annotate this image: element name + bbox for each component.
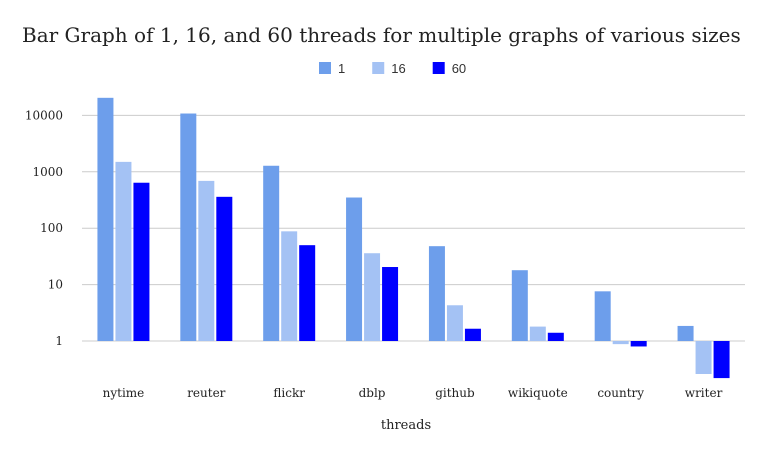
legend-label: 1 (338, 61, 345, 76)
x-tick-label: github (435, 386, 475, 400)
bar-wikiquote-series-1 (511, 270, 528, 341)
bar-wikiquote-series-60 (547, 332, 564, 341)
x-tick-label: wikiquote (508, 386, 568, 400)
bar-dblp-series-1 (346, 197, 363, 341)
x-axis-title: threads (381, 418, 431, 433)
bar-reuter-series-16 (198, 180, 215, 341)
y-tick-label: 10000 (25, 108, 63, 122)
legend-swatch (372, 62, 385, 74)
bar-wikiquote-series-16 (529, 326, 546, 341)
bar-writer-series-16 (695, 341, 712, 374)
y-tick-label: 10 (48, 278, 63, 292)
bar-dblp-series-60 (382, 267, 399, 341)
legend-label: 60 (452, 61, 466, 76)
legend-swatch (432, 62, 445, 74)
bar-github-series-16 (446, 305, 463, 341)
bar-flickr-series-60 (299, 245, 316, 341)
bar-writer-series-1 (677, 325, 694, 341)
x-tick-label: writer (685, 386, 723, 400)
bar-reuter-series-60 (216, 196, 233, 341)
legend-label: 16 (391, 61, 405, 76)
legend-swatch (319, 62, 331, 74)
bar-flickr-series-1 (263, 165, 280, 341)
y-axis-ticks: 1 10 100 1000 10000 (25, 108, 63, 348)
x-tick-label: nytime (103, 386, 145, 400)
bar-writer-series-60 (713, 341, 730, 379)
bar-nytime-series-1 (97, 97, 114, 342)
chart-title: Bar Graph of 1, 16, and 60 threads for m… (22, 23, 741, 47)
x-tick-label: dblp (359, 386, 386, 400)
bar-flickr-series-16 (281, 231, 298, 341)
bar-country-series-60 (630, 341, 647, 347)
bar-nytime-series-16 (115, 161, 132, 341)
x-tick-label: reuter (187, 386, 225, 400)
bar-country-series-1 (594, 291, 611, 341)
bar-reuter-series-1 (180, 113, 197, 342)
y-tick-label: 1000 (32, 165, 63, 179)
bar-github-series-60 (464, 328, 481, 341)
bar-dblp-series-16 (364, 253, 381, 341)
bar-nytime-series-60 (133, 182, 150, 341)
bar-github-series-1 (428, 246, 445, 341)
x-axis-ticks: nytime reuter flickr dblp github wikiquote cou… (103, 386, 723, 400)
bar-country-series-16 (612, 341, 629, 345)
legend: 1 16 60 (319, 61, 466, 76)
y-tick-label: 100 (40, 221, 63, 235)
x-tick-label: country (597, 386, 644, 400)
x-tick-label: flickr (273, 386, 305, 400)
bars (97, 97, 730, 379)
y-tick-label: 1 (55, 334, 63, 348)
